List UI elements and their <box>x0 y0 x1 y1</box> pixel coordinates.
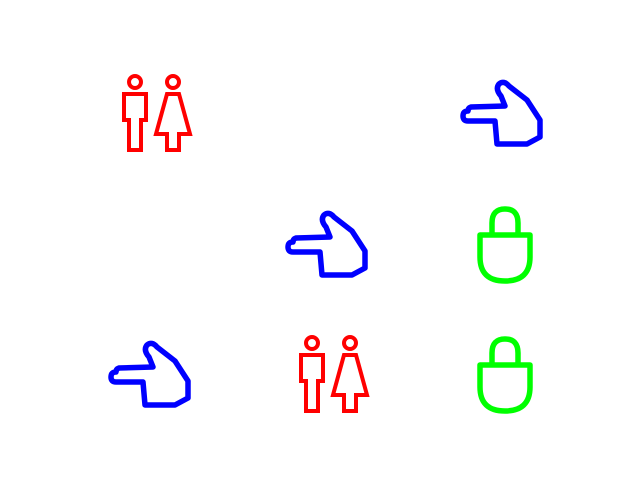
pointing-hand-icon <box>103 323 203 423</box>
lock-icon <box>455 323 555 423</box>
restroom-icon-graphic <box>122 74 193 152</box>
pointing-hand-icon-graphic <box>108 340 191 408</box>
restroom-icon-graphic <box>299 335 370 413</box>
pointing-hand-icon-graphic <box>285 210 368 278</box>
pointing-hand-icon <box>455 62 555 162</box>
pointing-hand-icon <box>280 193 380 293</box>
lock-icon-graphic <box>477 336 533 414</box>
lock-icon <box>455 193 555 293</box>
restroom-icon <box>103 62 203 162</box>
pointing-hand-icon-graphic <box>460 79 543 147</box>
restroom-icon <box>280 323 380 423</box>
lock-icon-graphic <box>477 206 533 284</box>
